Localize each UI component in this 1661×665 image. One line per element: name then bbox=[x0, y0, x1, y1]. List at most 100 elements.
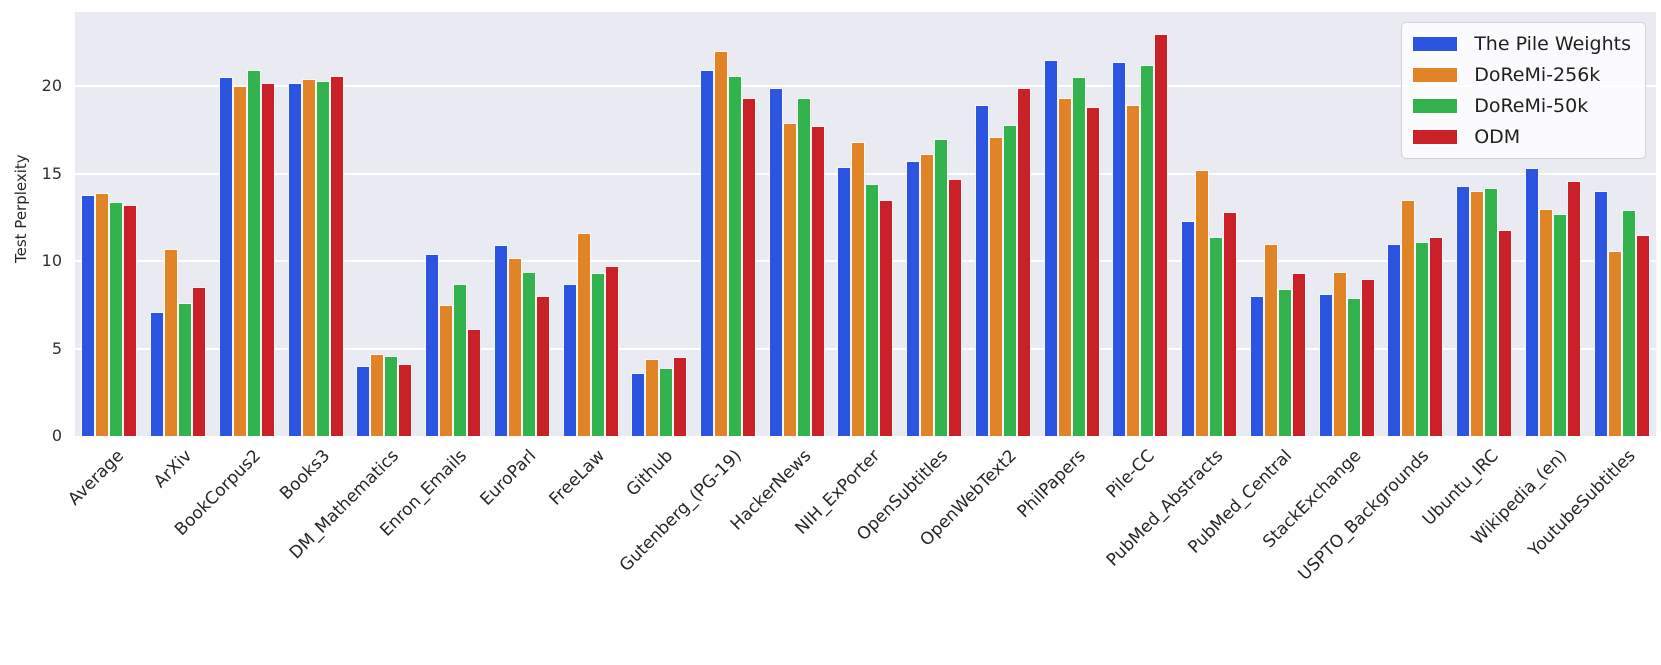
bar-the-pile-weights-PubMed_Abstracts bbox=[1181, 220, 1196, 436]
bar-doremi-50k-PhilPapers bbox=[1071, 77, 1086, 436]
y-tick-label-15: 15 bbox=[41, 163, 62, 183]
bar-group-StackExchange bbox=[1312, 12, 1381, 436]
bar-doremi-256k-Github bbox=[645, 359, 660, 436]
bar-group-Wikipedia_(en) bbox=[1518, 12, 1587, 436]
legend-label: ODM bbox=[1474, 126, 1521, 148]
bar-doremi-50k-BookCorpus2 bbox=[246, 70, 261, 436]
bar-odm-Pile-CC bbox=[1154, 33, 1169, 436]
bar-odm-Enron_Emails bbox=[467, 329, 482, 436]
bar-doremi-50k-Gutenberg_(PG-19) bbox=[727, 75, 742, 436]
bar-the-pile-weights-ArXiv bbox=[150, 311, 165, 436]
bar-group-Gutenberg_(PG-19) bbox=[694, 12, 763, 436]
bar-the-pile-weights-Books3 bbox=[287, 82, 302, 436]
bar-the-pile-weights-DM_Mathematics bbox=[356, 366, 371, 436]
bar-doremi-256k-Gutenberg_(PG-19) bbox=[713, 51, 728, 436]
bar-doremi-50k-OpenWebText2 bbox=[1002, 124, 1017, 436]
legend-swatch-icon bbox=[1412, 67, 1459, 83]
x-tick-label-text: USPTO_Backgrounds bbox=[1294, 446, 1434, 585]
bar-odm-Average bbox=[123, 205, 138, 436]
bar-doremi-50k-USPTO_Backgrounds bbox=[1415, 241, 1430, 436]
bar-doremi-50k-NIH_ExPorter bbox=[865, 184, 880, 436]
x-tick-label-text: Pile-CC bbox=[1102, 446, 1159, 503]
bar-group-USPTO_Backgrounds bbox=[1381, 12, 1450, 436]
bar-the-pile-weights-YoutubeSubtitles bbox=[1593, 191, 1608, 436]
bar-doremi-256k-OpenSubtitles bbox=[920, 154, 935, 436]
bar-the-pile-weights-StackExchange bbox=[1318, 294, 1333, 436]
bar-doremi-256k-ArXiv bbox=[164, 248, 179, 436]
legend-item-the-pile-weights: The Pile Weights bbox=[1412, 31, 1631, 57]
bar-doremi-256k-PubMed_Central bbox=[1263, 243, 1278, 436]
bar-the-pile-weights-Pile-CC bbox=[1112, 61, 1127, 436]
bar-odm-OpenSubtitles bbox=[948, 178, 963, 436]
x-tick-labels: Average ArXiv BookCorpus2 Books3 DM_Mathemat… bbox=[64, 436, 1656, 665]
bar-the-pile-weights-OpenWebText2 bbox=[974, 105, 989, 436]
bar-doremi-50k-YoutubeSubtitles bbox=[1621, 210, 1636, 436]
bar-doremi-50k-DM_Mathematics bbox=[384, 355, 399, 436]
bar-the-pile-weights-Enron_Emails bbox=[425, 254, 440, 436]
bar-doremi-50k-Enron_Emails bbox=[453, 283, 468, 436]
bar-group-NIH_ExPorter bbox=[831, 12, 900, 436]
bar-the-pile-weights-HackerNews bbox=[768, 87, 783, 436]
y-tick-label-5: 5 bbox=[51, 338, 62, 358]
bar-doremi-256k-OpenWebText2 bbox=[988, 136, 1003, 436]
bar-doremi-50k-StackExchange bbox=[1346, 297, 1361, 436]
bar-group-Ubuntu_IRC bbox=[1450, 12, 1519, 436]
legend-swatch-icon bbox=[1412, 129, 1459, 145]
bar-doremi-50k-PubMed_Central bbox=[1277, 289, 1292, 436]
bar-odm-Books3 bbox=[329, 75, 344, 436]
bar-doremi-50k-Wikipedia_(en) bbox=[1552, 213, 1567, 436]
bar-group-Books3 bbox=[281, 12, 350, 436]
x-tick-label-text: PubMed_Abstracts bbox=[1102, 446, 1228, 571]
bar-doremi-256k-NIH_ExPorter bbox=[851, 142, 866, 436]
bar-doremi-256k-DM_Mathematics bbox=[370, 353, 385, 436]
bar-group-Github bbox=[625, 12, 694, 436]
bar-odm-PubMed_Central bbox=[1291, 273, 1306, 436]
bar-odm-StackExchange bbox=[1360, 278, 1375, 436]
bar-doremi-256k-FreeLaw bbox=[576, 233, 591, 436]
gridline-20 bbox=[75, 85, 1656, 88]
bar-the-pile-weights-Wikipedia_(en) bbox=[1524, 168, 1539, 436]
x-tick-label-text: EuroParl bbox=[476, 446, 540, 510]
bar-doremi-50k-PubMed_Abstracts bbox=[1209, 236, 1224, 436]
bar-odm-Github bbox=[673, 357, 688, 436]
bar-the-pile-weights-USPTO_Backgrounds bbox=[1387, 243, 1402, 436]
bar-odm-FreeLaw bbox=[604, 266, 619, 436]
bar-group-OpenSubtitles bbox=[900, 12, 969, 436]
bar-doremi-256k-Ubuntu_IRC bbox=[1470, 191, 1485, 436]
x-tick-label-text: FreeLaw bbox=[545, 446, 609, 510]
bar-odm-HackerNews bbox=[810, 126, 825, 436]
bar-group-Average bbox=[75, 12, 144, 436]
bar-odm-ArXiv bbox=[192, 287, 207, 436]
bar-doremi-50k-EuroParl bbox=[521, 271, 536, 436]
bar-the-pile-weights-Gutenberg_(PG-19) bbox=[699, 70, 714, 436]
bar-the-pile-weights-NIH_ExPorter bbox=[837, 166, 852, 436]
bar-the-pile-weights-EuroParl bbox=[493, 245, 508, 436]
gridline-15 bbox=[75, 172, 1656, 175]
bar-group-EuroParl bbox=[487, 12, 556, 436]
bars-layer bbox=[75, 12, 1656, 436]
bar-odm-EuroParl bbox=[535, 296, 550, 436]
bar-doremi-256k-EuroParl bbox=[507, 257, 522, 436]
bar-the-pile-weights-OpenSubtitles bbox=[906, 161, 921, 436]
bar-the-pile-weights-Github bbox=[631, 373, 646, 436]
bar-odm-USPTO_Backgrounds bbox=[1429, 236, 1444, 436]
x-tick-label-text: Github bbox=[623, 446, 678, 501]
bar-doremi-256k-HackerNews bbox=[782, 122, 797, 436]
bar-group-PubMed_Abstracts bbox=[1175, 12, 1244, 436]
bar-doremi-256k-Pile-CC bbox=[1126, 105, 1141, 436]
legend-item-doremi-256k: DoReMi-256k bbox=[1412, 62, 1631, 88]
bar-doremi-256k-BookCorpus2 bbox=[232, 86, 247, 436]
bar-odm-PubMed_Abstracts bbox=[1223, 212, 1238, 436]
bar-odm-YoutubeSubtitles bbox=[1635, 234, 1650, 436]
bar-doremi-50k-Ubuntu_IRC bbox=[1484, 187, 1499, 436]
legend-label: The Pile Weights bbox=[1474, 33, 1631, 55]
bar-the-pile-weights-PhilPapers bbox=[1043, 59, 1058, 436]
bar-doremi-50k-Books3 bbox=[315, 80, 330, 436]
legend-swatch-icon bbox=[1412, 98, 1459, 114]
bar-group-ArXiv bbox=[144, 12, 213, 436]
bar-doremi-256k-Enron_Emails bbox=[439, 304, 454, 436]
x-tick-label-text: Average bbox=[63, 446, 128, 510]
bar-group-PubMed_Central bbox=[1243, 12, 1312, 436]
bar-doremi-50k-Github bbox=[659, 367, 674, 436]
